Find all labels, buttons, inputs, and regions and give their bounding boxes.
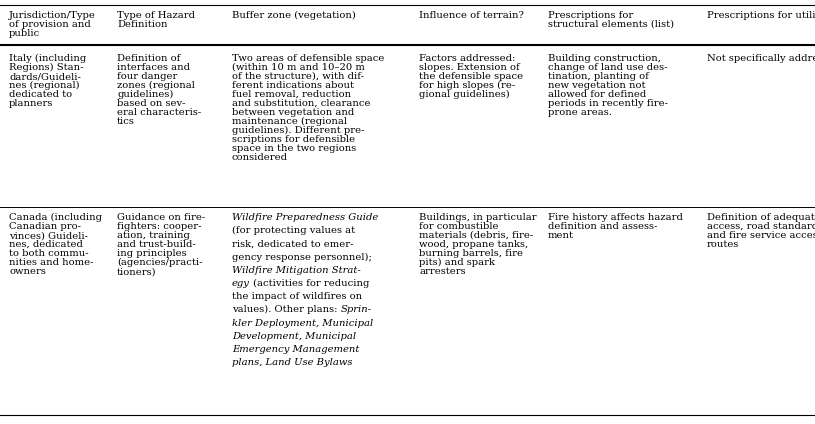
Text: kler Deployment, Municipal: kler Deployment, Municipal (232, 318, 373, 328)
Text: Wildfire Mitigation Strat-: Wildfire Mitigation Strat- (232, 266, 361, 275)
Text: (for protecting values at: (for protecting values at (232, 226, 355, 235)
Text: Jurisdiction/Type
of provision and
public: Jurisdiction/Type of provision and publi… (9, 11, 96, 38)
Text: Prescriptions for
structural elements (list): Prescriptions for structural elements (l… (548, 11, 674, 29)
Text: Two areas of defensible space
(within 10 m and 10–20 m
of the structure), with d: Two areas of defensible space (within 10… (232, 54, 385, 162)
Text: gency response personnel);: gency response personnel); (232, 253, 372, 262)
Text: Guidance on fire-
fighters: cooper-
ation, training
and trust-build-
ing princip: Guidance on fire- fighters: cooper- atio… (117, 213, 205, 276)
Text: Buildings, in particular
for combustible
materials (debris, fire-
wood, propane : Buildings, in particular for combustible… (419, 213, 536, 276)
Text: Factors addressed:
slopes. Extension of
the defensible space
for high slopes (re: Factors addressed: slopes. Extension of … (419, 54, 523, 99)
Text: Not specifically addressed: Not specifically addressed (707, 54, 815, 63)
Text: risk, dedicated to emer-: risk, dedicated to emer- (232, 240, 354, 248)
Text: Type of Hazard
Definition: Type of Hazard Definition (117, 11, 195, 29)
Text: the impact of wildfires on: the impact of wildfires on (232, 292, 362, 301)
Text: Emergency Management: Emergency Management (232, 345, 359, 354)
Text: (activities for reducing: (activities for reducing (250, 279, 369, 288)
Text: Sprin-: Sprin- (341, 305, 372, 314)
Text: Italy (including
Regions) Stan-
dards/Guideli-
nes (regional)
dedicated to
plann: Italy (including Regions) Stan- dards/Gu… (9, 54, 86, 109)
Text: Building construction,
change of land use des-
tination, planting of
new vegetat: Building construction, change of land us… (548, 54, 668, 117)
Text: Buffer zone (vegetation): Buffer zone (vegetation) (232, 11, 356, 20)
Text: Prescriptions for utilities: Prescriptions for utilities (707, 11, 815, 20)
Text: Development, Municipal: Development, Municipal (232, 332, 356, 341)
Text: Wildfire Preparedness Guide: Wildfire Preparedness Guide (232, 213, 378, 222)
Text: egy: egy (232, 279, 250, 288)
Text: values). Other plans:: values). Other plans: (232, 305, 341, 315)
Text: plans, Land Use Bylaws: plans, Land Use Bylaws (232, 358, 353, 367)
Text: Influence of terrain?: Influence of terrain? (419, 11, 524, 20)
Text: Fire history affects hazard
definition and assess-
ment: Fire history affects hazard definition a… (548, 213, 683, 240)
Text: Canada (including
Canadian pro-
vinces) Guideli-
nes, dedicated
to both commu-
n: Canada (including Canadian pro- vinces) … (9, 213, 102, 276)
Text: Definition of adequate
access, road standards
and fire service access
routes: Definition of adequate access, road stan… (707, 213, 815, 249)
Text: Definition of
interfaces and
four danger
zones (regional
guidelines)
based on se: Definition of interfaces and four danger… (117, 54, 201, 126)
